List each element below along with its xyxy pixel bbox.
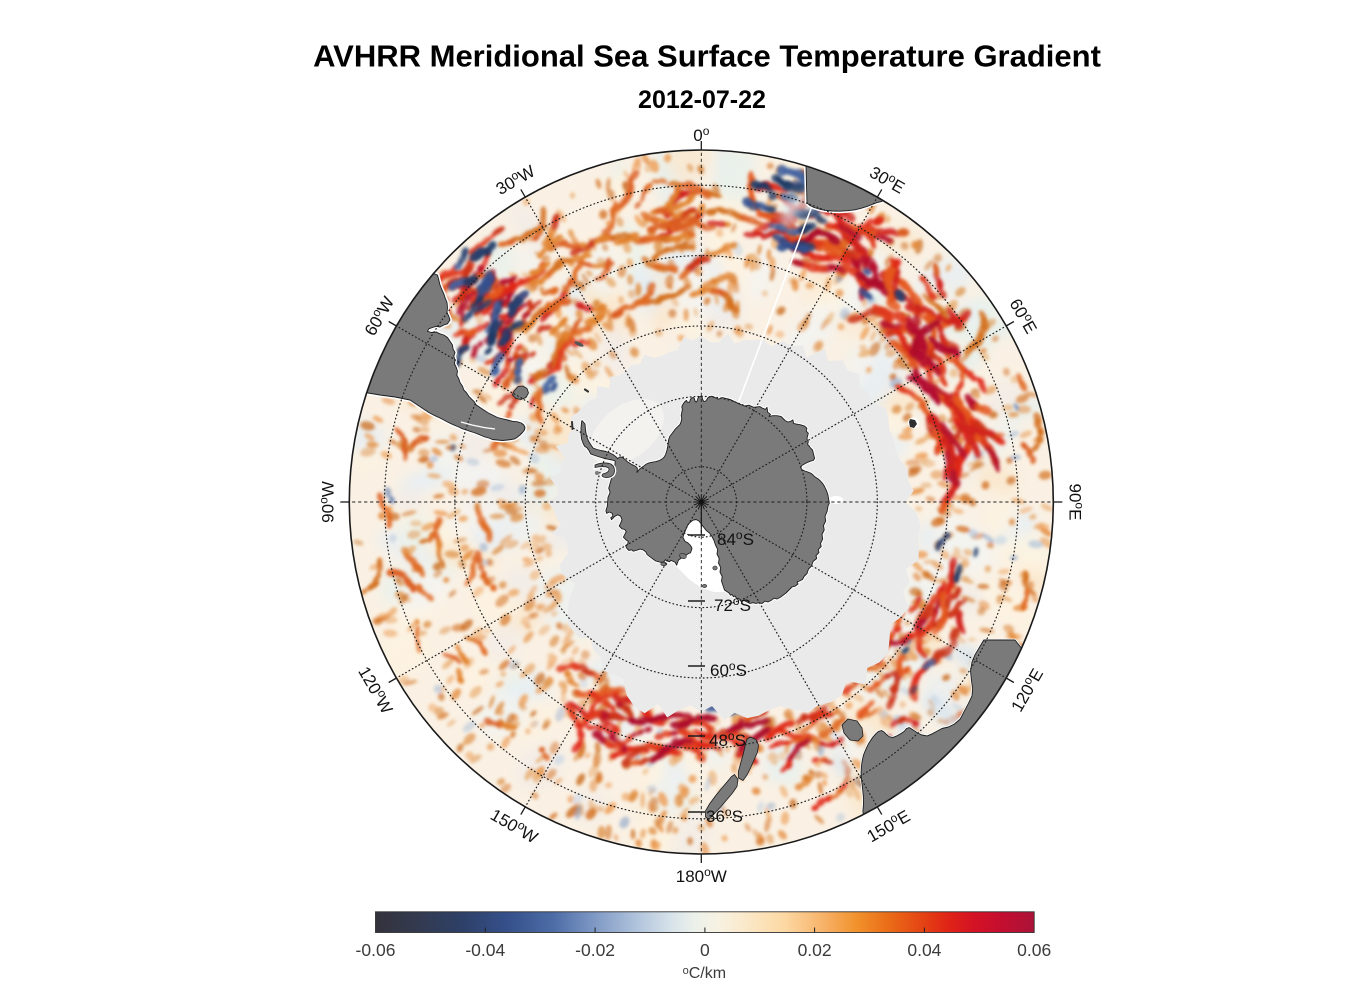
svg-text:-0.02: -0.02 xyxy=(575,940,615,960)
svg-text:180oW: 180oW xyxy=(676,865,727,886)
svg-text:oC/km: oC/km xyxy=(683,965,726,982)
svg-text:90oW: 90oW xyxy=(316,481,337,523)
svg-text:0.06: 0.06 xyxy=(1017,940,1051,960)
svg-text:0: 0 xyxy=(700,940,710,960)
svg-text:84oS: 84oS xyxy=(717,528,754,549)
svg-text:48oS: 48oS xyxy=(709,729,746,750)
svg-text:0o: 0o xyxy=(693,124,709,145)
svg-text:60oS: 60oS xyxy=(710,659,747,680)
svg-text:120oE: 120oE xyxy=(1006,664,1047,715)
svg-text:2012-07-22: 2012-07-22 xyxy=(638,86,766,114)
svg-text:72oS: 72oS xyxy=(714,594,751,615)
svg-text:-0.06: -0.06 xyxy=(356,940,396,960)
svg-text:-0.04: -0.04 xyxy=(465,940,505,960)
svg-text:0.02: 0.02 xyxy=(798,940,832,960)
svg-text:36oS: 36oS xyxy=(706,805,743,826)
svg-text:90oE: 90oE xyxy=(1065,484,1086,521)
svg-text:0.04: 0.04 xyxy=(907,940,941,960)
svg-text:60oE: 60oE xyxy=(1006,294,1043,337)
svg-text:AVHRR Meridional Sea Surface T: AVHRR Meridional Sea Surface Temperature… xyxy=(313,39,1101,74)
svg-text:30oE: 30oE xyxy=(866,161,909,198)
